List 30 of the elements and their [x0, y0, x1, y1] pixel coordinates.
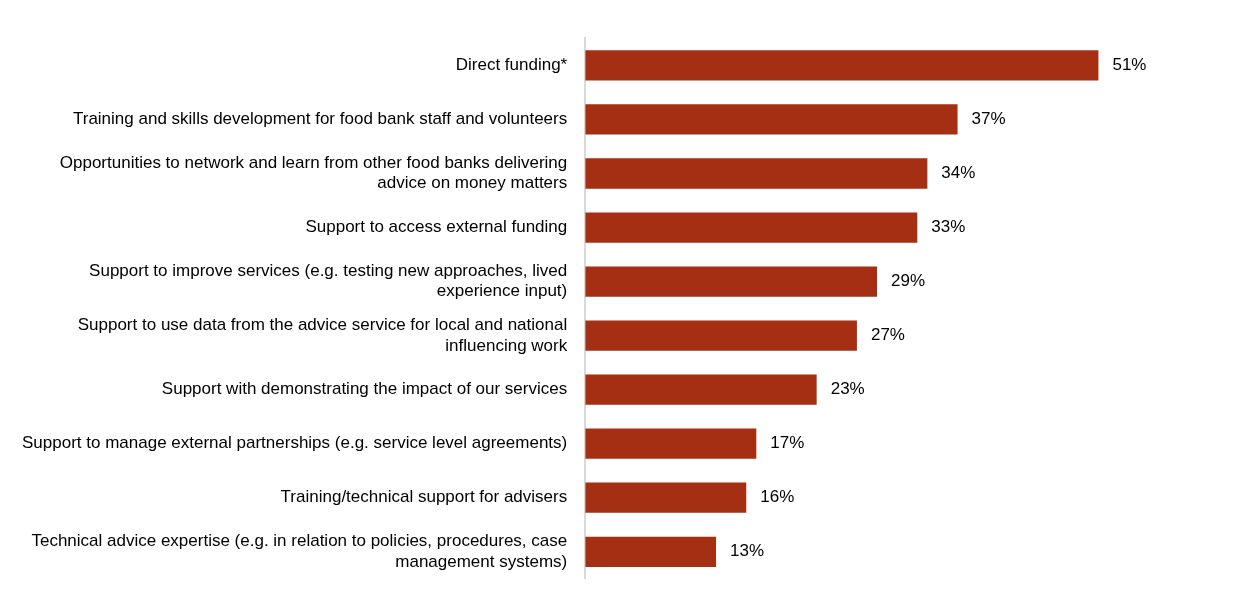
bar	[585, 266, 878, 297]
bar	[585, 320, 857, 351]
y-tick-label: Support to use data from the advice service for local and national influencing work	[77, 315, 568, 355]
data-label: 51%	[1112, 55, 1147, 75]
bar	[585, 212, 918, 243]
y-tick-label: Support to improve services (e.g. testing new approaches, lived experience input)	[89, 261, 568, 301]
data-label: 23%	[830, 379, 865, 399]
bar	[585, 104, 958, 135]
data-label: 17%	[770, 433, 805, 453]
data-label: 37%	[971, 109, 1006, 129]
data-label: 33%	[931, 217, 966, 237]
data-label: 34%	[941, 163, 976, 183]
y-tick-label: Support with demonstrating the impact of our services	[161, 379, 568, 399]
bar	[585, 50, 1099, 81]
y-tick-label: Opportunities to network and learn from other food banks delivering advice on money matters	[59, 152, 568, 193]
y-tick-label: Support to manage external partnerships (e.g. service level agreements)	[21, 433, 568, 453]
data-label: 13%	[730, 541, 765, 561]
y-tick-label: Direct funding*	[455, 55, 568, 75]
y-tick-label: Training/technical support for advisers	[280, 487, 568, 507]
bar	[585, 482, 747, 513]
data-label: 27%	[870, 325, 905, 345]
bar	[585, 428, 757, 459]
bar	[585, 536, 717, 567]
y-tick-label: Support to access external funding	[305, 217, 568, 237]
data-label: 29%	[891, 271, 926, 291]
bar	[585, 158, 928, 189]
y-tick-label: Training and skills development for food bank staff and volunteers	[72, 109, 568, 129]
y-tick-label: Technical advice expertise (e.g. in relation to policies, procedures, case management systems)	[31, 531, 568, 571]
data-label: 16%	[760, 487, 795, 507]
bar	[585, 374, 817, 405]
